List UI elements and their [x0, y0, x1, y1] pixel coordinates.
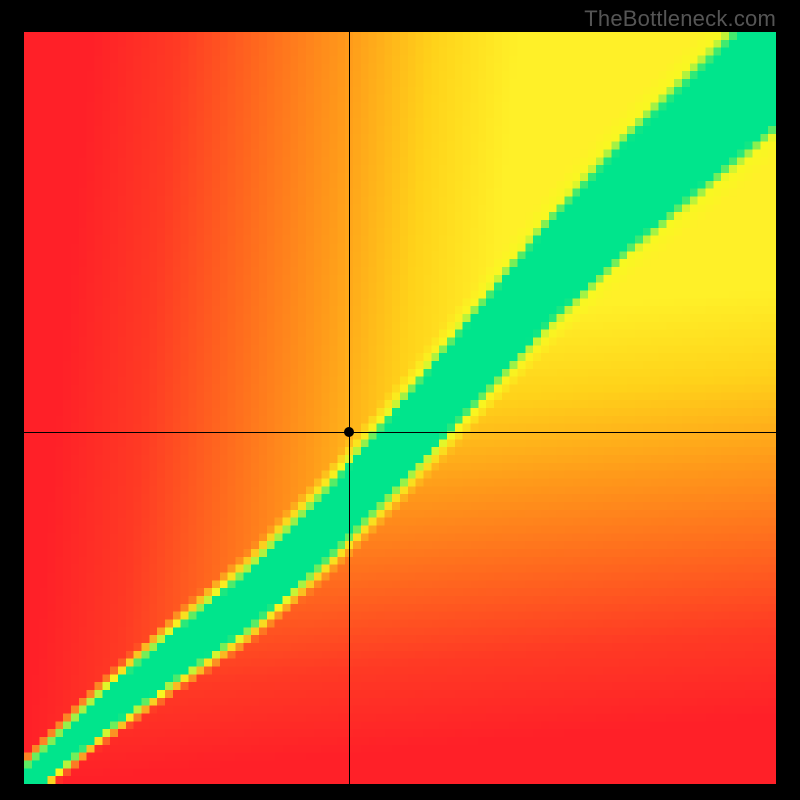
- plot-area: [24, 32, 776, 784]
- selection-point: [344, 427, 354, 437]
- crosshair-horizontal-line: [24, 432, 776, 433]
- bottleneck-heatmap: [24, 32, 776, 784]
- crosshair-vertical-line: [349, 32, 350, 784]
- watermark-text: TheBottleneck.com: [584, 6, 776, 32]
